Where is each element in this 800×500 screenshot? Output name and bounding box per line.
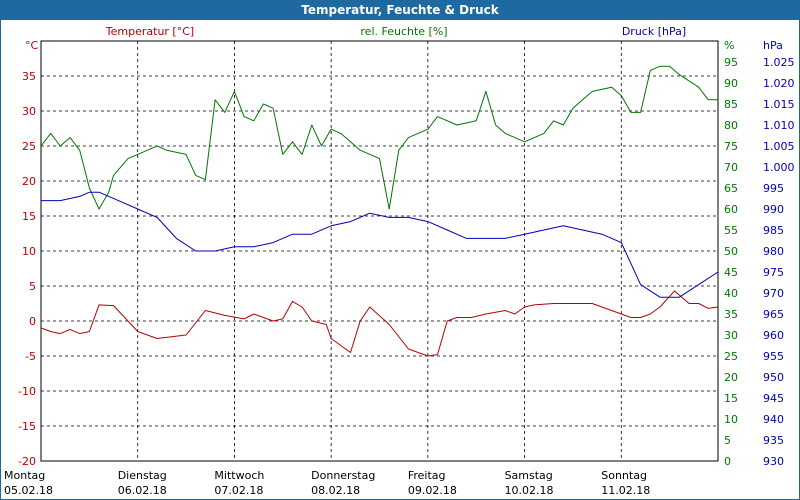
x-tick-day-label: Sonntag [601, 469, 647, 482]
humidity-unit-label: % [724, 39, 734, 52]
pressure-series-line [41, 191, 719, 298]
humidity-tick-label: 35 [724, 308, 738, 321]
x-tick-day-label: Dienstag [118, 469, 167, 482]
humidity-axis: % rel. Feuchte [%] [360, 25, 734, 52]
x-tick-date-label: 10.02.18 [505, 484, 554, 497]
pressure-tick-label: 1.010 [763, 119, 795, 132]
pressure-tick-label: 995 [763, 182, 784, 195]
x-tick-date-label: 09.02.18 [408, 484, 457, 497]
pressure-tick-label: 1.005 [763, 140, 795, 153]
humidity-tick-label: 55 [724, 224, 738, 237]
pressure-axis-label: Druck [hPa] [622, 25, 686, 38]
x-tick-date-label: 07.02.18 [214, 484, 263, 497]
humidity-tick-label: 40 [724, 287, 738, 300]
pressure-tick-label: 1.020 [763, 77, 795, 90]
temperature-tick-label: -15 [18, 420, 36, 433]
humidity-axis-label: rel. Feuchte [%] [360, 25, 447, 38]
pressure-tick-label: 935 [763, 434, 784, 447]
humidity-tick-label: 75 [724, 140, 738, 153]
humidity-tick-label: 50 [724, 245, 738, 258]
pressure-axis: hPa Druck [hPa] [622, 25, 783, 52]
temperature-tick-label: 20 [22, 175, 36, 188]
chart-title: Temperatur, Feuchte & Druck [1, 1, 799, 20]
humidity-tick-label: 65 [724, 182, 738, 195]
humidity-tick-label: 30 [724, 329, 738, 342]
pressure-tick-label: 1.015 [763, 98, 795, 111]
pressure-tick-label: 965 [763, 308, 784, 321]
tick-labels: -20 -15 -10 -5 0 5 10 15 20 25 30 35 0 5 10 15 20 25 30 35 4… [4, 56, 795, 497]
temperature-tick-label: 30 [22, 105, 36, 118]
humidity-tick-label: 20 [724, 371, 738, 384]
x-tick-date-label: 08.02.18 [311, 484, 360, 497]
pressure-tick-label: 950 [763, 371, 784, 384]
temperature-tick-label: 0 [29, 315, 36, 328]
pressure-tick-label: 930 [763, 455, 784, 468]
temperature-tick-label: 15 [22, 210, 36, 223]
x-tick-day-label: Freitag [408, 469, 446, 482]
humidity-tick-label: 70 [724, 161, 738, 174]
x-tick-date-label: 05.02.18 [4, 484, 53, 497]
humidity-tick-label: 60 [724, 203, 738, 216]
temperature-tick-label: 5 [29, 280, 36, 293]
humidity-tick-label: 15 [724, 392, 738, 405]
pressure-tick-label: 985 [763, 224, 784, 237]
pressure-tick-label: 975 [763, 266, 784, 279]
pressure-tick-label: 980 [763, 245, 784, 258]
humidity-tick-label: 95 [724, 56, 738, 69]
humidity-tick-label: 25 [724, 350, 738, 363]
temperature-tick-label: -20 [18, 455, 36, 468]
humidity-tick-label: 45 [724, 266, 738, 279]
pressure-tick-label: 945 [763, 392, 784, 405]
humidity-tick-label: 80 [724, 119, 738, 132]
humidity-series-line [40, 65, 718, 210]
temperature-tick-label: -5 [25, 350, 36, 363]
temperature-tick-label: 35 [22, 70, 36, 83]
x-tick-day-label: Samstag [505, 469, 553, 482]
grid-lines [41, 41, 718, 461]
temperature-unit-label: °C [25, 39, 39, 52]
pressure-tick-label: 1.000 [763, 161, 795, 174]
plot-border [40, 40, 719, 462]
series-lines [40, 65, 719, 357]
temperature-tick-label: -10 [18, 385, 36, 398]
humidity-tick-label: 5 [724, 434, 731, 447]
pressure-tick-label: 970 [763, 287, 784, 300]
pressure-tick-label: 955 [763, 350, 784, 363]
pressure-tick-label: 940 [763, 413, 784, 426]
humidity-tick-label: 85 [724, 98, 738, 111]
x-tick-day-label: Montag [4, 469, 45, 482]
temperature-tick-label: 10 [22, 245, 36, 258]
pressure-tick-label: 1.025 [763, 56, 795, 69]
x-tick-date-label: 11.02.18 [601, 484, 650, 497]
temperature-axis: °C Temperatur [°C] [25, 25, 194, 52]
pressure-unit-label: hPa [763, 39, 783, 52]
humidity-tick-label: 90 [724, 77, 738, 90]
x-tick-day-label: Mittwoch [214, 469, 264, 482]
x-tick-day-label: Donnerstag [311, 469, 375, 482]
pressure-tick-label: 960 [763, 329, 784, 342]
temperature-axis-label: Temperatur [°C] [105, 25, 194, 38]
pressure-tick-label: 990 [763, 203, 784, 216]
humidity-tick-label: 10 [724, 413, 738, 426]
x-tick-date-label: 06.02.18 [118, 484, 167, 497]
temperature-series-line [40, 290, 719, 357]
humidity-tick-label: 0 [724, 455, 731, 468]
temperature-tick-label: 25 [22, 140, 36, 153]
